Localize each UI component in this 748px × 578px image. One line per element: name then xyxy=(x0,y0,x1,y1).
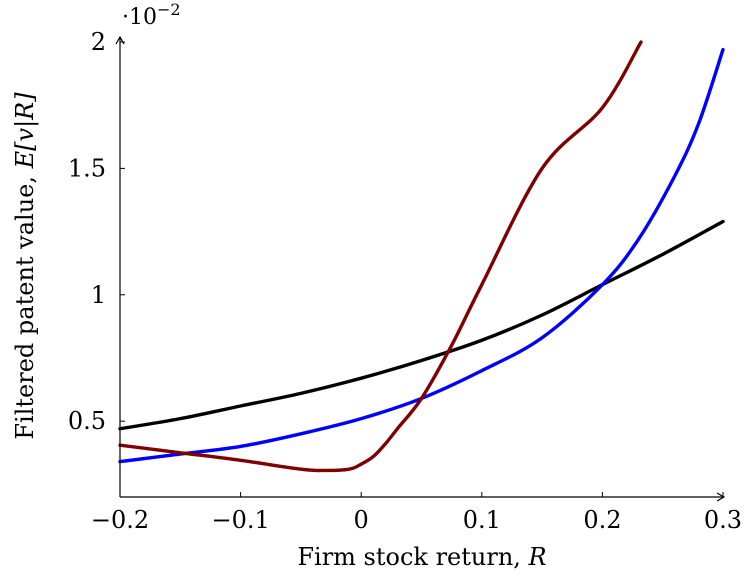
tick-layer: −0.2 −0.1 0 0.1 0.2 0.3 0.5 1 1.5 2 xyxy=(68,28,742,534)
y-multiplier-exponent: −2 xyxy=(157,0,181,19)
y-tick-label: 0.5 xyxy=(68,407,106,435)
x-axis-label-var: R xyxy=(528,543,547,571)
y-multiplier-base: ·10 xyxy=(122,5,157,30)
series-line-3 xyxy=(118,40,643,473)
series-layer xyxy=(118,40,725,473)
x-tick-label: 0 xyxy=(354,506,369,534)
series-line-1 xyxy=(118,219,725,431)
x-axis-label: Firm stock return, R xyxy=(297,543,546,571)
y-tick-label: 2 xyxy=(91,28,106,56)
x-tick-label: 0.2 xyxy=(583,506,621,534)
y-multiplier: ·10−2 xyxy=(122,0,181,30)
axis-layer xyxy=(115,35,726,502)
x-axis-label-text: Firm stock return, xyxy=(297,543,528,571)
x-axis-arrow xyxy=(716,492,726,502)
x-tick-label: 0.3 xyxy=(704,506,742,534)
y-tick-label: 1.5 xyxy=(68,154,106,182)
y-axis-label: Filtered patent value, E[v|R] xyxy=(11,92,40,440)
y-tick-label: 1 xyxy=(91,281,106,309)
x-tick-label: −0.1 xyxy=(211,506,269,534)
x-tick-label: −0.2 xyxy=(91,506,149,534)
series-line-2 xyxy=(118,47,725,464)
x-tick-label: 0.1 xyxy=(463,506,501,534)
y-axis-label-expr: E[v|R] xyxy=(11,92,40,170)
y-axis-label-text: Filtered patent value, xyxy=(11,168,39,439)
